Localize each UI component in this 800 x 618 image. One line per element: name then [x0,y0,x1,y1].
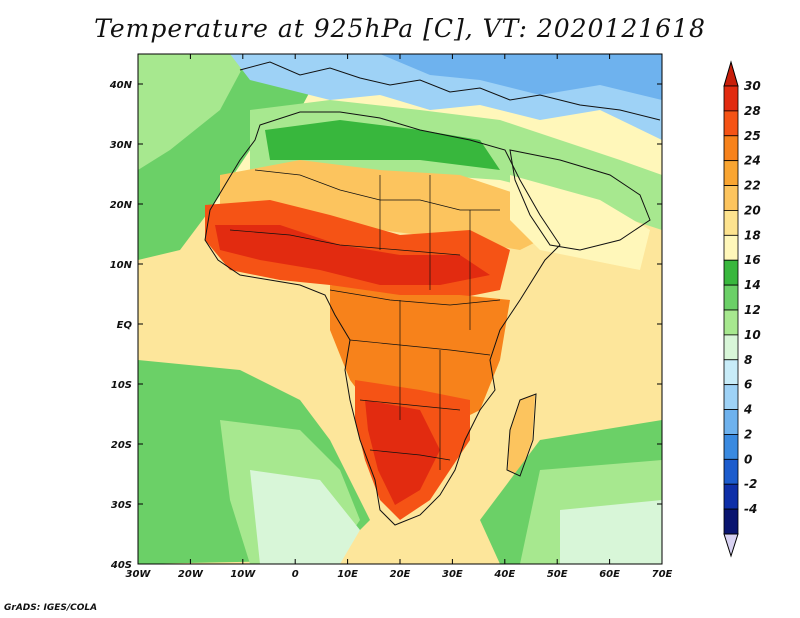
colorbar-label: 2 [744,427,752,441]
africa-coastline [204,111,561,526]
colorbar-swatch [723,458,739,485]
colorbar-label: -4 [744,502,757,516]
colorbar-label: 14 [744,278,761,292]
y-tick-label: 20N [110,200,133,211]
y-tick-label: 20S [111,440,132,451]
europe-coastline [239,61,661,121]
colorbar-swatch [723,284,739,311]
colorbar-label: 28 [744,104,761,118]
colorbar-label: 6 [744,378,752,392]
x-tick-label: 30E [442,569,463,580]
colorbar-swatch [723,309,739,336]
arabia-mild [510,175,650,270]
colorbar-swatch [723,135,739,162]
credit-label: GrADS: IGES/COLA [4,603,98,613]
colorbar-label: 20 [744,203,761,217]
colorbar-swatch [723,160,739,186]
colorbar-label: 4 [743,403,752,417]
x-tick-label: 50E [547,569,568,580]
colorbar-swatch [723,234,739,261]
europe-colder [380,54,662,100]
sahel-hottest [215,225,490,285]
colorbar-label: 16 [744,253,761,267]
y-tick-label: 40N [109,80,133,91]
colorbar-label: 30 [744,79,761,93]
colorbar-label: 18 [744,228,761,242]
colorbar-label: 0 [744,452,752,466]
colorbar-swatch [723,384,739,410]
colorbar-swatch [723,359,739,386]
colorbar-label: -2 [744,477,757,491]
colorbar-swatch [723,434,739,460]
colorbar-swatch [723,483,739,510]
y-tick-label: 10N [110,260,133,271]
y-axis: 40N 30N 20N 10N EQ 10S 20S 30S 40S [109,80,662,571]
colorbar-label: 8 [744,353,752,367]
colorbar-swatch [723,409,739,435]
x-tick-label: 20E [390,569,411,580]
map-title: Temperature at 925hPa [C], VT: 202012161… [94,14,706,43]
y-tick-label: 40S [110,560,132,571]
country-borders [229,169,501,470]
y-tick-label: 10S [111,380,132,391]
map-area [138,54,662,564]
x-tick-label: 40E [493,569,515,580]
y-tick-label: EQ [117,320,133,331]
madagascar-coastline [506,393,537,477]
x-tick-label: 70E [652,569,673,580]
north-atlantic-light [138,54,250,170]
colorbar-swatch [723,210,739,236]
southern-africa-hottest [365,400,440,505]
x-axis: 30W 20W 10W 0 10E 20E 30E 40E 50E 60E 70E [126,54,673,580]
colorbar-swatch [723,85,739,112]
south-atlantic-cold [250,470,360,564]
colorbar-swatch [723,508,739,535]
colorbar-label: 10 [744,328,761,342]
x-tick-label: 10W [230,569,256,580]
x-tick-label: 60E [599,569,620,580]
south-indian-cold [560,500,662,564]
colorbar-label: 25 [744,129,761,143]
sahara-warm [220,160,560,250]
x-tick-label: 0 [292,569,299,580]
y-tick-label: 30N [110,140,133,151]
arabia-coastline [509,149,651,251]
x-tick-label: 20W [178,569,204,580]
colorbar-swatch [723,185,739,211]
north-africa-green [265,120,500,170]
colorbar-bottom-arrow [723,533,739,558]
y-tick-label: 30S [111,500,132,511]
colorbar-label: 22 [744,179,761,193]
madagascar [508,395,535,475]
colorbar-label: 12 [744,303,761,317]
colorbar-top-arrow [723,60,739,87]
colorbar-swatch [723,110,739,137]
x-tick-label: 10E [337,569,358,580]
colorbar-swatch [723,259,739,286]
colorbar-label: 24 [744,154,761,168]
x-tick-label: 30W [126,569,152,580]
colorbar-swatch [723,334,739,361]
